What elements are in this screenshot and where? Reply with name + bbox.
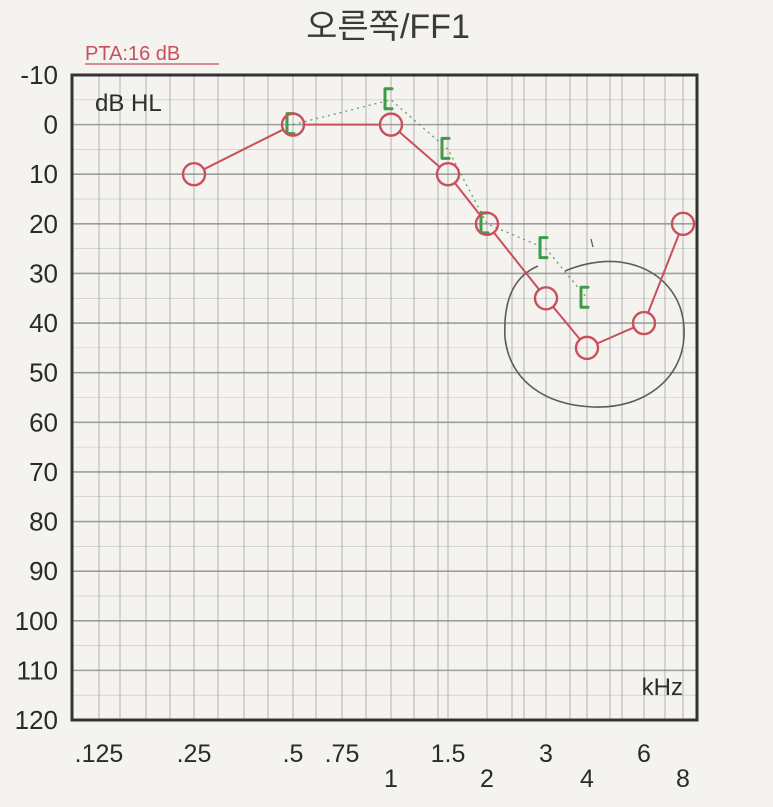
- y-tick-label: 120: [15, 705, 58, 735]
- air-conduction-marker: [474, 211, 500, 237]
- y-tick-label: -10: [20, 60, 58, 90]
- y-tick-label: 110: [17, 655, 58, 685]
- handdrawn-tick-mark: [590, 238, 594, 248]
- air-conduction-marker: [631, 310, 657, 336]
- x-tick-label: .5: [283, 740, 304, 768]
- bone-conduction-marker: [383, 87, 394, 111]
- bone-conduction-marker: [538, 236, 549, 260]
- air-conduction-line: [493, 231, 540, 291]
- air-conduction-marker: [378, 112, 404, 137]
- bone-conduction-line: [292, 99, 588, 299]
- y-tick-label: 50: [29, 358, 58, 388]
- air-conduction-marker: [435, 162, 461, 187]
- x-tick-label: 3: [539, 740, 553, 768]
- x-tick-labels: .125 .25 .5 .75 1 1.5 2 34 68: [75, 740, 690, 793]
- air-conduction-line: [552, 306, 581, 341]
- x-tick-label: 6: [637, 740, 651, 768]
- air-conduction-line: [647, 233, 680, 314]
- air-conduction-marker: [670, 211, 696, 237]
- air-conduction-marker: [280, 112, 306, 137]
- air-conduction-marker: [574, 335, 600, 361]
- x-tick-label: 4: [580, 765, 594, 793]
- y-tick-label: 60: [29, 407, 58, 437]
- air-conduction-line: [398, 131, 441, 168]
- x-tick-label: 8: [676, 765, 690, 793]
- air-conduction-line: [454, 182, 481, 216]
- y-tick-label: 40: [29, 308, 58, 338]
- data-series: [181, 87, 696, 361]
- y-tick-label: 20: [29, 209, 58, 239]
- y-tick-label: 30: [29, 258, 58, 288]
- x-tick-label: .125: [75, 740, 124, 768]
- y-tick-labels: -10 0 10 20 30 40 50 60 70 80 90 100 110 120: [15, 60, 58, 735]
- air-conduction-marker: [181, 162, 207, 187]
- x-tick-label: .75: [325, 740, 360, 768]
- x-axis-label: kHz: [642, 674, 683, 701]
- plot-frame: [70, 73, 699, 722]
- bone-conduction-marker: [579, 285, 590, 309]
- x-tick-label: 2: [480, 765, 494, 793]
- y-tick-label: 70: [29, 457, 58, 487]
- y-tick-label: 90: [29, 556, 58, 586]
- air-conduction-marker: [533, 286, 559, 311]
- bone-conduction-marker: [440, 136, 451, 160]
- air-conduction-line: [203, 128, 284, 171]
- pta-label: PTA:16 dB: [85, 43, 180, 65]
- y-tick-label: 10: [29, 159, 58, 189]
- x-tick-label: 1: [384, 765, 398, 793]
- x-tick-label: .25: [177, 740, 212, 768]
- y-tick-label: 0: [44, 110, 58, 140]
- chart-title: 오른쪽/FF1: [306, 8, 470, 46]
- x-tick-label: 1.5: [431, 740, 466, 768]
- y-axis-label: dB HL: [95, 90, 162, 117]
- y-tick-label: 80: [29, 507, 58, 537]
- air-conduction-line: [596, 326, 635, 345]
- handdrawn-circle-annotation: [504, 260, 685, 408]
- y-tick-label: 100: [15, 606, 58, 636]
- grid-lines: [71, 74, 698, 721]
